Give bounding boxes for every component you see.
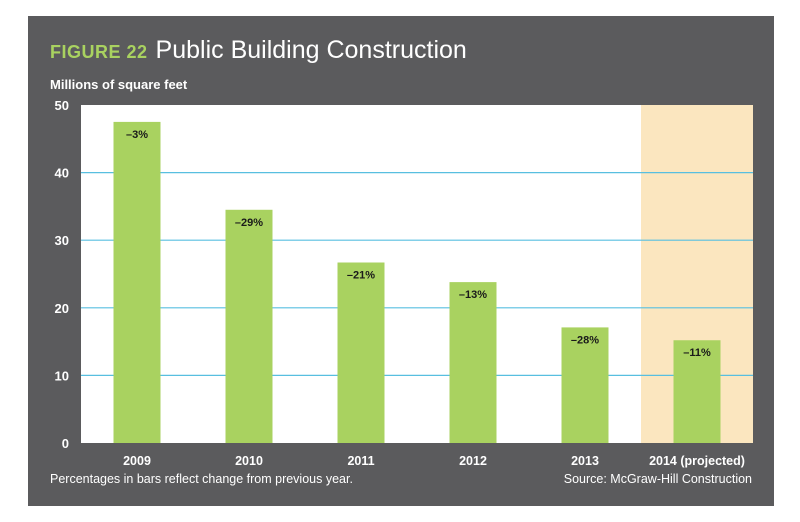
- y-tick-label: 40: [55, 166, 69, 181]
- figure-heading: FIGURE 22 Public Building Construction: [50, 36, 467, 65]
- y-tick-label: 20: [55, 301, 69, 316]
- source-note: Source: McGraw-Hill Construction: [563, 472, 752, 486]
- bar-data-label: –21%: [347, 270, 375, 282]
- x-tick-label: 2014 (projected): [649, 454, 745, 468]
- bar-data-label: –11%: [683, 347, 711, 359]
- bar: [561, 327, 609, 443]
- y-tick-label: 0: [62, 436, 69, 451]
- bar-data-label: –13%: [459, 289, 487, 301]
- y-axis-label: Millions of square feet: [50, 77, 188, 92]
- bar-data-label: –3%: [126, 129, 148, 141]
- x-tick-label: 2012: [459, 454, 487, 468]
- x-tick-label: 2011: [347, 454, 374, 468]
- bar: [449, 282, 497, 443]
- bar-chart: 0 10 20 30 40 50 –3% 2009 –29% 2010 –21% 2011 –13% 20…: [55, 98, 753, 468]
- figure-title: Public Building Construction: [155, 36, 467, 64]
- figure-label: FIGURE 22: [50, 42, 148, 62]
- bar: [113, 121, 161, 444]
- bar-data-label: –29%: [235, 217, 263, 229]
- x-tick-label: 2013: [571, 454, 599, 468]
- bar: [337, 262, 385, 443]
- x-tick-label: 2009: [123, 454, 151, 468]
- bar: [225, 209, 273, 443]
- bar-data-label: –28%: [571, 334, 599, 346]
- chart-panel: FIGURE 22 Public Building Construction Mi…: [28, 16, 774, 506]
- y-tick-label: 30: [55, 233, 69, 248]
- y-tick-label: 50: [55, 98, 69, 113]
- bar: [673, 340, 721, 443]
- x-tick-label: 2010: [235, 454, 263, 468]
- footnote: Percentages in bars reflect change from …: [50, 472, 353, 486]
- y-tick-label: 10: [55, 368, 69, 383]
